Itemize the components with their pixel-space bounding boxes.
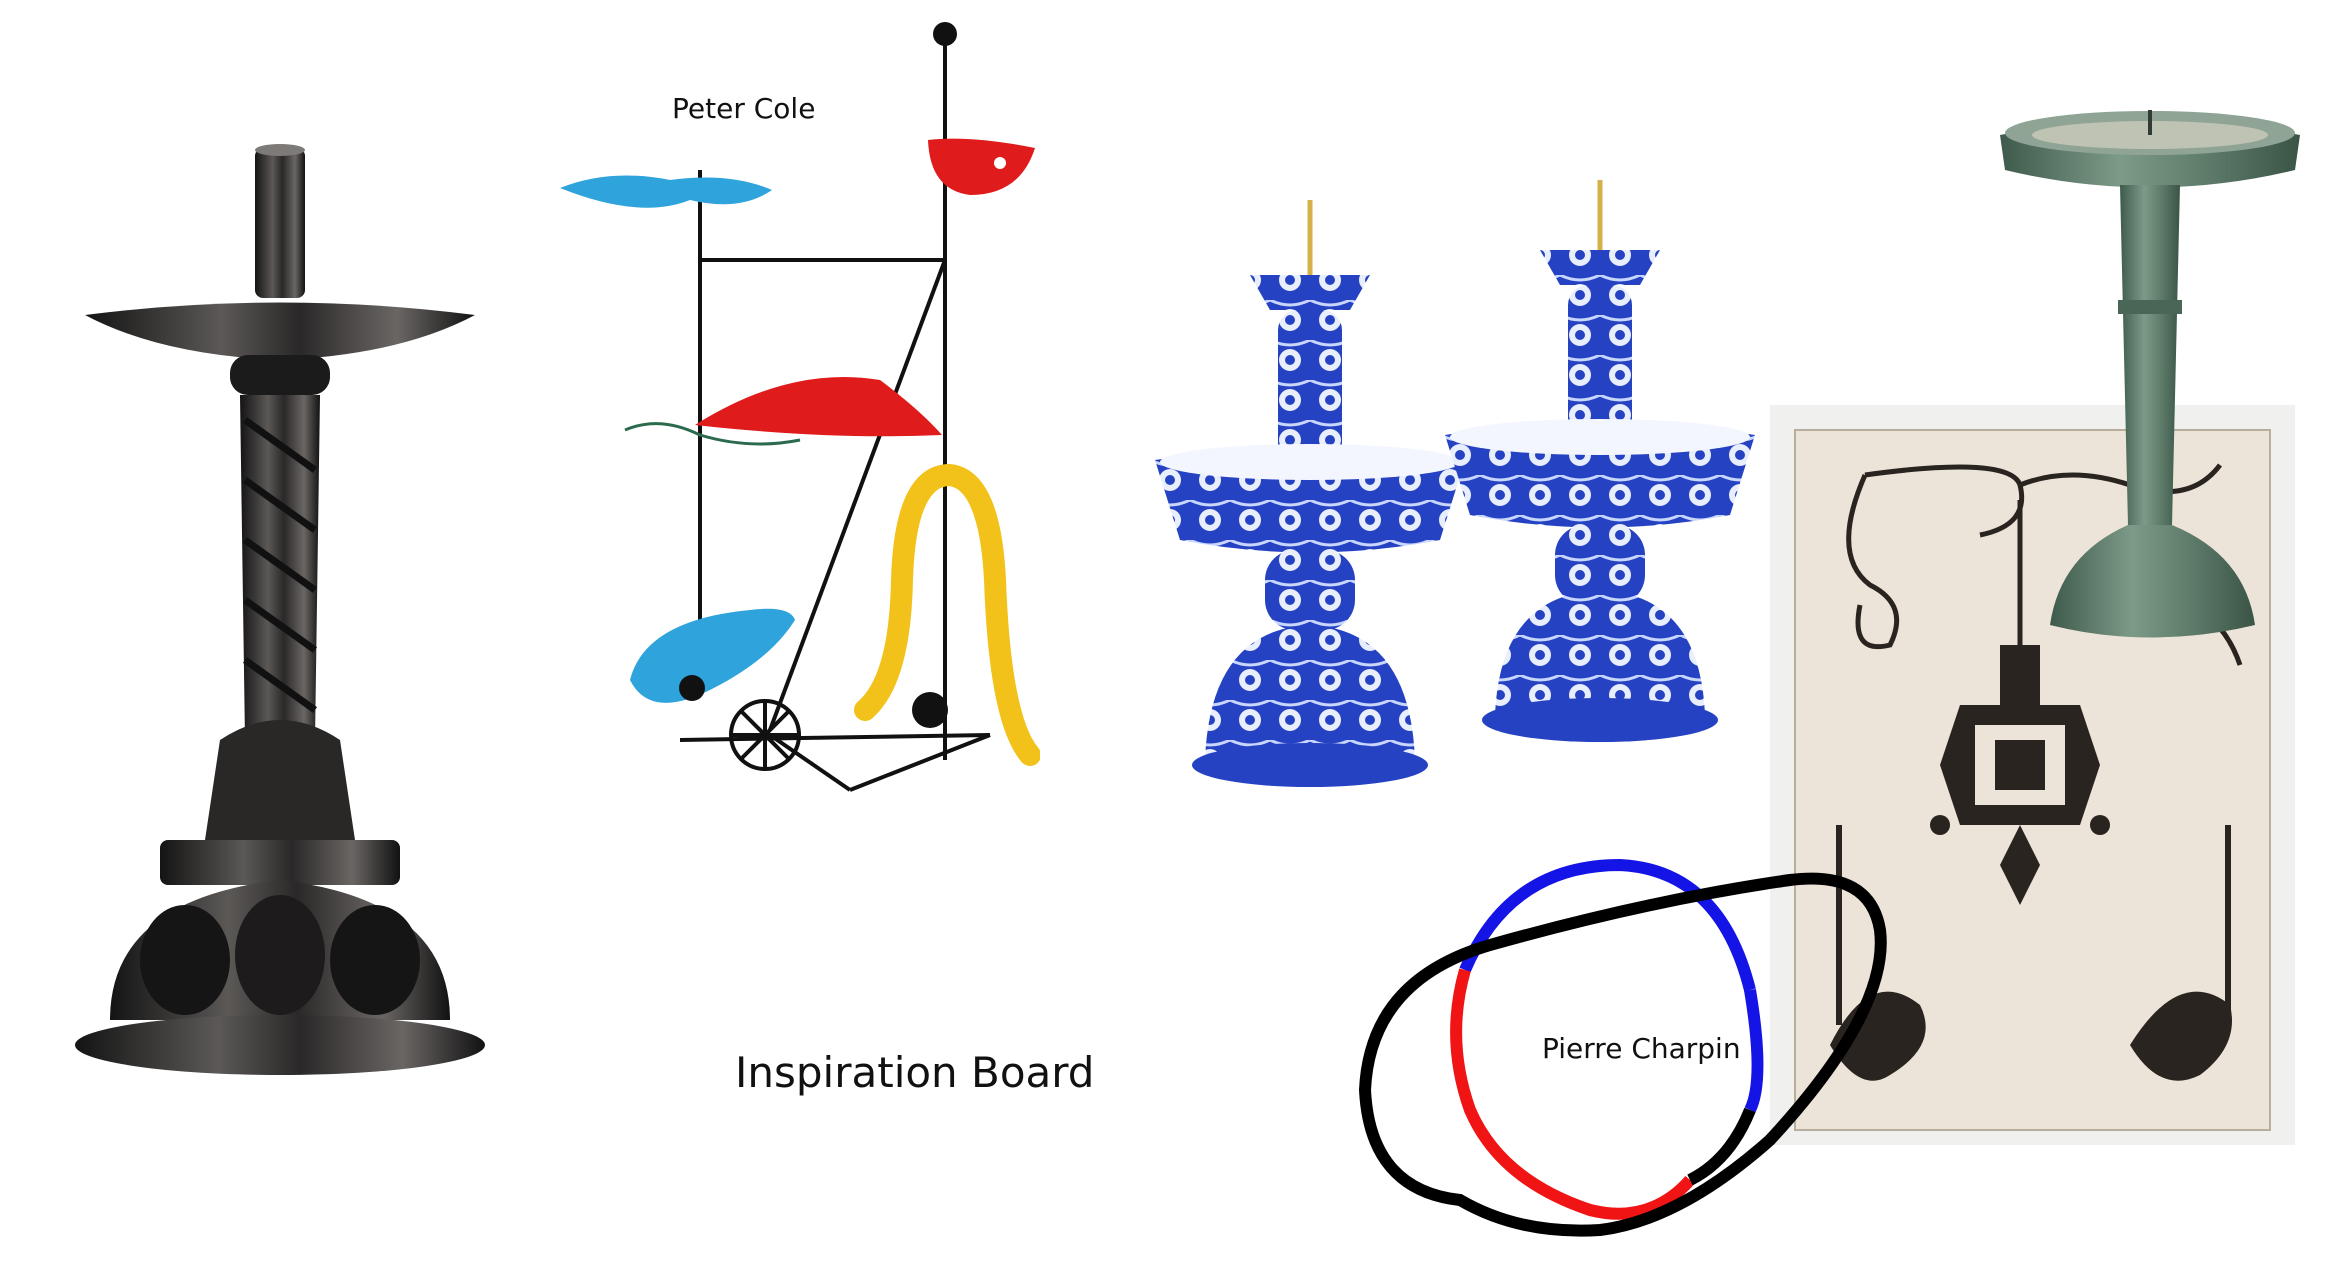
peter-cole-mobile-image (550, 20, 1040, 800)
bronze-lamp-image (2000, 105, 2300, 645)
peter-cole-label: Peter Cole (672, 92, 816, 125)
board-title: Inspiration Board (735, 1048, 1095, 1097)
pierre-charpin-rings-image (1350, 840, 1910, 1240)
porcelain-candlesticks-image (1150, 180, 1770, 820)
silver-candlestick-image (70, 140, 540, 1080)
pierre-charpin-label: Pierre Charpin (1542, 1032, 1741, 1065)
